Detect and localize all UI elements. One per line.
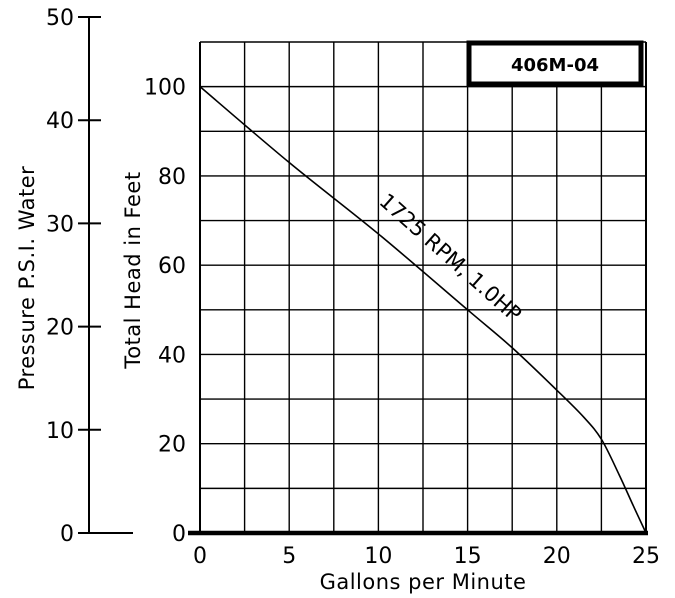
y2-tick-label: 50 <box>46 6 74 31</box>
model-label-box <box>466 40 644 87</box>
series-line-1725rpm <box>199 86 647 534</box>
series-label-1725rpm: 1725 RPM, 1.0HP <box>375 189 526 327</box>
y2-axis-title: Pressure P.S.I. Water <box>15 166 39 391</box>
x-tick-label: 15 <box>454 544 482 569</box>
y2-tick-label: 30 <box>46 212 74 237</box>
y-axis-ticks: 0 20 40 60 80 100 <box>144 76 186 547</box>
model-label: 406M-04 <box>511 55 599 76</box>
chart-frame <box>188 42 648 536</box>
y-tick-label: 40 <box>158 343 186 368</box>
y2-tick-label: 10 <box>46 419 74 444</box>
y-tick-label: 100 <box>144 76 186 101</box>
x-tick-label: 5 <box>282 544 296 569</box>
y-tick-label: 0 <box>172 522 186 547</box>
y-tick-label: 20 <box>158 433 186 458</box>
x-tick-label: 10 <box>364 544 392 569</box>
x-axis-ticks: 0 5 10 15 20 25 <box>193 544 660 569</box>
y-axis-title: Total Head in Feet <box>121 171 145 369</box>
y-tick-label: 60 <box>158 254 186 279</box>
pressure-axis: 0 10 20 30 40 50 <box>46 6 133 547</box>
chart-grid <box>199 41 647 534</box>
y-tick-label: 80 <box>158 165 186 190</box>
y2-tick-label: 40 <box>46 109 74 134</box>
x-tick-label: 25 <box>632 544 660 569</box>
y2-tick-label: 20 <box>46 316 74 341</box>
x-tick-label: 20 <box>543 544 571 569</box>
x-tick-label: 0 <box>193 544 207 569</box>
x-axis-title: Gallons per Minute <box>320 570 527 594</box>
y2-tick-label: 0 <box>60 522 74 547</box>
performance-curve <box>199 86 647 534</box>
